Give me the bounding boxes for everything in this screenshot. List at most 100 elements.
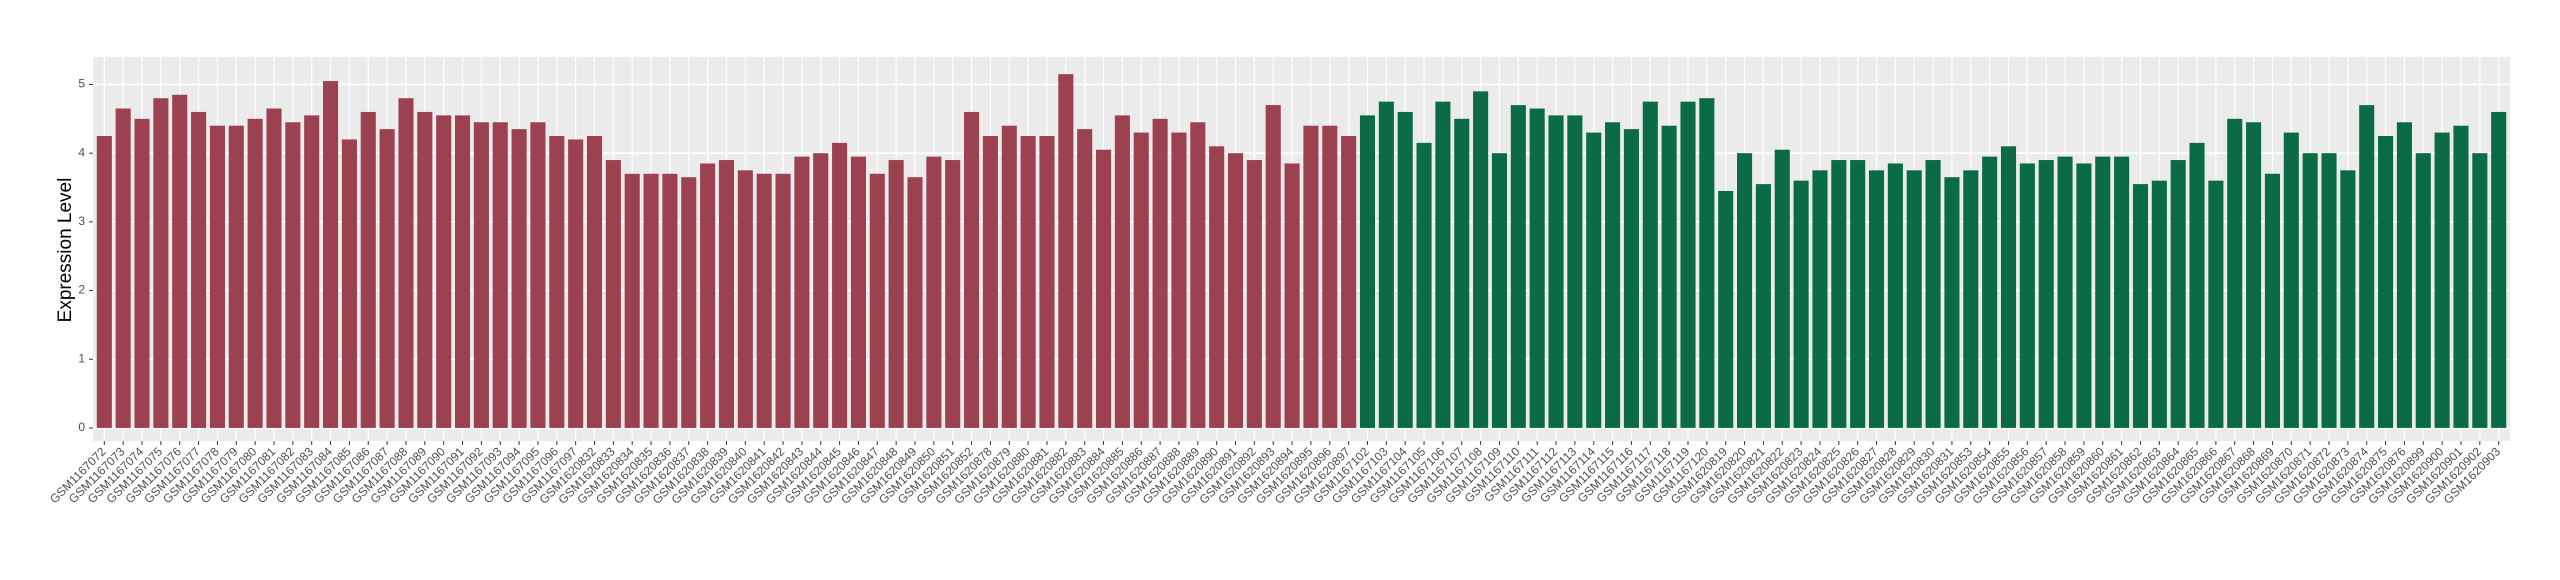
- bar: [718, 160, 735, 428]
- bar: [1416, 142, 1432, 428]
- bar: [700, 163, 716, 428]
- bar: [153, 98, 169, 428]
- bar: [888, 160, 904, 428]
- bar: [1209, 146, 1225, 428]
- bar: [2378, 135, 2394, 428]
- bar: [530, 122, 546, 428]
- bar: [1114, 115, 1130, 428]
- bar: [304, 115, 320, 428]
- bar: [1963, 170, 1979, 428]
- y-tick-label: 3: [78, 214, 85, 228]
- bar: [794, 156, 810, 428]
- bar: [2415, 153, 2431, 428]
- bar: [1190, 122, 1206, 428]
- bar: [1868, 170, 1885, 428]
- bar: [926, 156, 942, 428]
- bar: [209, 125, 225, 428]
- y-tick-label: 2: [78, 283, 85, 297]
- bar: [436, 115, 452, 428]
- bar: [681, 177, 697, 428]
- bar: [2264, 173, 2280, 428]
- bar: [1755, 184, 1771, 428]
- bar: [511, 129, 527, 428]
- bar: [1491, 153, 1508, 428]
- bar: [1265, 105, 1281, 428]
- y-tick-label: 4: [78, 145, 85, 159]
- bar: [323, 81, 339, 428]
- bar: [1548, 115, 1564, 428]
- bar: [172, 94, 188, 428]
- bar: [2038, 160, 2054, 428]
- bar: [1718, 190, 1734, 428]
- bar: [398, 98, 414, 428]
- bar: [191, 111, 207, 428]
- bar: [2114, 156, 2130, 428]
- bar: [115, 108, 131, 428]
- bar: [964, 111, 980, 428]
- bar: [1774, 149, 1790, 428]
- bar: [228, 125, 244, 428]
- bar: [134, 118, 150, 428]
- bar: [1020, 135, 1036, 428]
- bar: [473, 122, 489, 428]
- bar: [1303, 125, 1319, 428]
- y-tick-label: 0: [78, 420, 85, 434]
- bar: [1944, 177, 1960, 428]
- bar: [1793, 180, 1809, 428]
- bar: [1529, 108, 1545, 428]
- bar: [756, 173, 772, 428]
- bar: [1397, 111, 1413, 428]
- bar: [568, 139, 584, 428]
- bar: [1077, 129, 1093, 428]
- bar: [1246, 160, 1262, 428]
- y-tick-label: 5: [78, 77, 85, 91]
- bar: [1850, 160, 1866, 428]
- y-tick-label: 1: [78, 351, 85, 365]
- bar: [624, 173, 640, 428]
- bar: [2472, 153, 2488, 428]
- bar: [1925, 160, 1941, 428]
- bar: [1623, 129, 1639, 428]
- bar: [2151, 180, 2167, 428]
- bar: [2340, 170, 2356, 428]
- bar: [2227, 118, 2243, 428]
- bar: [605, 160, 621, 428]
- bar: [1171, 132, 1187, 428]
- bar: [1322, 125, 1338, 428]
- bar: [454, 115, 471, 428]
- bar: [2321, 153, 2337, 428]
- bar: [2246, 122, 2262, 428]
- bar: [2396, 122, 2412, 428]
- bar: [2000, 146, 2017, 428]
- bar: [341, 139, 357, 428]
- bar: [1473, 91, 1489, 428]
- bar: [1586, 132, 1602, 428]
- bar: [285, 122, 301, 428]
- bar: [1812, 170, 1828, 428]
- bar: [945, 160, 961, 428]
- bar: [1133, 132, 1149, 428]
- bar: [1284, 163, 1300, 428]
- bar: [2095, 156, 2111, 428]
- bar: [1510, 105, 1526, 428]
- bar: [1341, 135, 1357, 428]
- bar: [1359, 115, 1376, 428]
- bar: [2453, 125, 2469, 428]
- bar: [1567, 115, 1583, 428]
- bar: [1095, 149, 1112, 428]
- bar: [417, 111, 433, 428]
- bar: [1642, 101, 1658, 428]
- bar: [1058, 74, 1074, 428]
- bar: [662, 173, 678, 428]
- bar: [2491, 111, 2507, 428]
- bar: [2283, 132, 2299, 428]
- bar: [1039, 135, 1055, 428]
- bar: [2189, 142, 2205, 428]
- bar: [832, 142, 848, 428]
- bar: [1605, 122, 1621, 428]
- bar: [2302, 153, 2318, 428]
- bar: [2057, 156, 2073, 428]
- bar: [2434, 132, 2450, 428]
- bar: [586, 135, 603, 428]
- bar: [1831, 160, 1847, 428]
